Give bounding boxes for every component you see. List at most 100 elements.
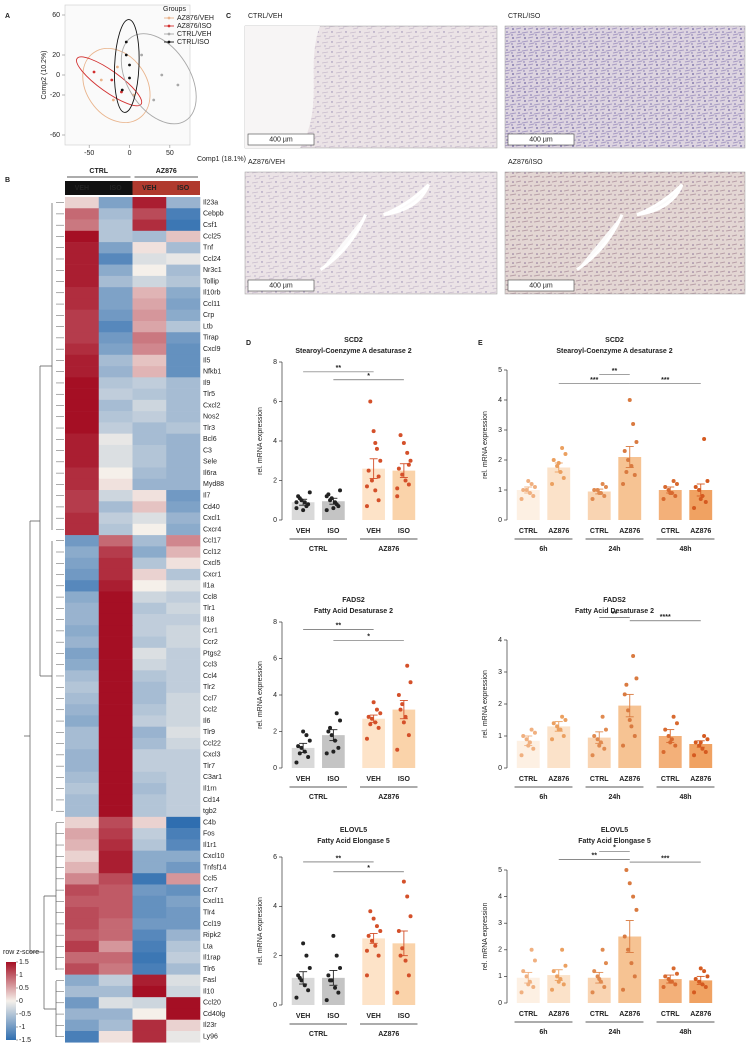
heat-cell (166, 974, 201, 987)
x-tick-label: VEH (296, 1013, 310, 1020)
heat-cell (65, 940, 100, 953)
heat-cell (132, 591, 167, 604)
heat-cell (132, 456, 167, 468)
heat-cell (132, 873, 167, 885)
y-tick-label: 6 (273, 398, 277, 405)
heat-cell (132, 422, 167, 434)
heat-cell (98, 388, 133, 401)
data-point (301, 729, 306, 734)
y-tick-label: 4 (498, 397, 502, 404)
data-point (371, 916, 376, 921)
heat-cell (98, 602, 133, 615)
x-tick-label: VEH (366, 776, 380, 783)
heat-cell (65, 388, 100, 401)
heat-cell (65, 715, 100, 727)
data-point (551, 458, 556, 462)
heat-cell (65, 907, 100, 919)
data-point (368, 399, 373, 404)
data-point (600, 714, 605, 719)
data-point (296, 744, 301, 749)
scale-bar-box (247, 133, 315, 146)
heat-cell (98, 320, 133, 333)
y-tick-label: 0 (273, 517, 277, 524)
heat-cell (132, 366, 167, 378)
y-tick-label: 0 (498, 765, 502, 772)
bar (547, 726, 571, 768)
heat-cell (132, 749, 167, 761)
y-tick-label: -20 (50, 92, 60, 99)
y-tick-label: 0 (498, 1000, 502, 1007)
heat-cell (98, 726, 133, 739)
bar (587, 491, 611, 520)
chart-subtitle: Stearoyl-Coenzyme A desaturase 2 (556, 348, 672, 355)
group-label: 48h (679, 794, 691, 801)
x-tick-label: AZ876 (690, 776, 711, 783)
chart-title: FADS2 (342, 597, 365, 604)
y-tick-label: 60 (52, 12, 60, 19)
data-point (294, 995, 299, 1000)
heat-cell (65, 512, 100, 525)
data-point (531, 746, 536, 751)
chart-title: ELOVL5 (601, 827, 628, 834)
group-label: CTRL (309, 546, 328, 553)
data-point (661, 497, 666, 501)
heat-cell (98, 354, 133, 367)
row-label: Il18 (203, 616, 214, 623)
data-point (602, 985, 607, 990)
heat-cell (166, 580, 201, 592)
heat-cell (132, 918, 167, 930)
data-point (371, 700, 376, 705)
panel-label: E (478, 340, 483, 347)
data-point (663, 485, 668, 489)
data-point (324, 998, 329, 1003)
data-point (692, 753, 697, 758)
heat-cell (65, 490, 100, 502)
y-tick-label: 2 (273, 953, 277, 960)
heat-cell (166, 456, 201, 468)
heat-cell (166, 918, 201, 930)
data-point (398, 433, 403, 438)
data-point (634, 907, 639, 912)
bar (587, 737, 611, 768)
y-axis-label: Comp2 (10.2%) (41, 50, 48, 99)
data-point (333, 985, 338, 990)
bar (362, 718, 385, 768)
row-label: Ccr2 (203, 639, 218, 646)
data-point (669, 737, 674, 742)
data-point (307, 738, 312, 743)
heat-cell (98, 546, 133, 558)
heat-cell (166, 478, 201, 491)
row-label: C3 (203, 447, 212, 454)
row-label: Cebpb (203, 211, 224, 218)
x-tick-label: CTRL (519, 528, 538, 535)
heat-cell (132, 253, 167, 265)
data-point (334, 953, 339, 958)
heat-cell (132, 783, 167, 795)
x-tick-label: CTRL (590, 1011, 609, 1018)
heat-cell (166, 907, 201, 919)
legend-marker (167, 32, 171, 36)
heat-cell (166, 208, 201, 220)
heat-cell (166, 568, 201, 581)
row-label: Tnfsf14 (203, 864, 226, 871)
y-tick-label: 3 (498, 920, 502, 927)
heat-cell (166, 670, 201, 682)
data-point (336, 990, 341, 995)
data-point (403, 958, 408, 963)
data-point (529, 482, 534, 486)
data-point (674, 721, 679, 726)
row-label: Il23a (203, 199, 218, 206)
heat-cell (166, 557, 201, 570)
data-point (405, 894, 410, 899)
heat-cell (132, 388, 167, 401)
data-point (526, 479, 531, 483)
data-point (602, 746, 607, 751)
heat-cell (65, 952, 100, 964)
heat-cell (65, 850, 100, 863)
row-label: Tnf (203, 245, 213, 252)
data-point (555, 724, 560, 729)
heat-cell (98, 681, 133, 694)
row-label: Ccl12 (203, 549, 221, 556)
row-label: Tlr9 (203, 729, 215, 736)
data-point (603, 961, 608, 966)
